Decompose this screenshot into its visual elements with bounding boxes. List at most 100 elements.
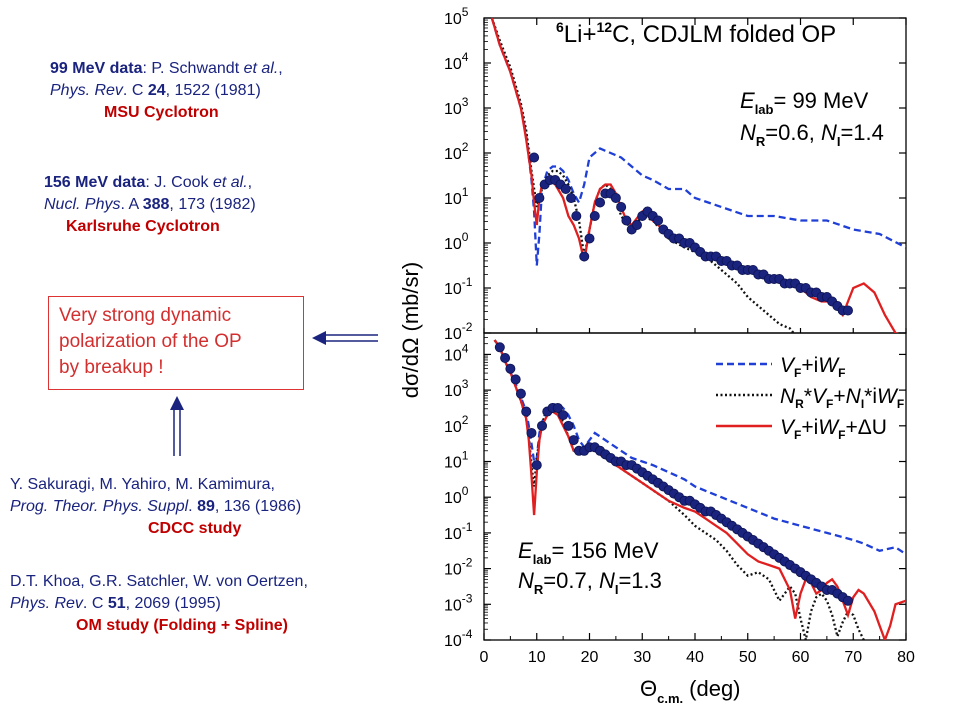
- y-tick-label: 10-3: [444, 591, 473, 614]
- ref-99mev: 99 MeV data: P. Schwandt et al., Phys. R…: [50, 58, 283, 124]
- x-tick-label-80: 80: [897, 649, 915, 666]
- ref-99mev-label: 99 MeV data: [50, 60, 143, 77]
- bottom-panel-norm: NR=0.7, NI=1.3: [518, 568, 662, 597]
- ref-99mev-author: : P. Schwandt: [142, 60, 244, 77]
- data-point: [621, 215, 632, 226]
- title-li: Li+: [564, 21, 597, 48]
- ref-156mev-comma: ,: [247, 174, 253, 191]
- lg2-w: W: [877, 385, 899, 408]
- data-point: [653, 215, 664, 226]
- lg3-f: F: [794, 428, 801, 442]
- lg2-f2: F: [897, 397, 904, 411]
- ref-cdcc-pages: , 136 (1986): [214, 498, 302, 515]
- x-tick-label-70: 70: [844, 649, 862, 666]
- bottom-ni-value: =1.3: [618, 568, 661, 593]
- breakup-callout: Very strong dynamic polarization of the …: [48, 296, 304, 390]
- top-e-symbol: E: [740, 88, 755, 113]
- top-panel-frame: [483, 17, 907, 334]
- ref-156mev-journal: Nucl. Phys: [44, 196, 121, 213]
- x-label-sub: c.m.: [657, 691, 683, 706]
- x-tick-label-60: 60: [792, 649, 810, 666]
- ref-156mev-lab: Karlsruhe Cyclotron: [66, 218, 220, 235]
- callout-line-3: by breakup !: [59, 357, 164, 378]
- data-point: [558, 410, 569, 421]
- data-point: [631, 219, 642, 230]
- ref-99mev-lab: MSU Cyclotron: [104, 104, 219, 121]
- y-tick-label: 101: [444, 449, 469, 472]
- y-tick-label: 102: [444, 413, 469, 436]
- lg3-plus: +i: [801, 416, 818, 439]
- data-point: [566, 192, 577, 203]
- bottom-e-symbol: E: [518, 538, 533, 563]
- callout-line-2: polarization of the OP: [59, 331, 242, 352]
- bottom-panel-energy: Elab= 156 MeV: [518, 538, 659, 567]
- x-axis: 0 10 20 30 40 50 60 70 80: [480, 18, 915, 666]
- series-line-black-0: [490, 18, 795, 333]
- y-tick-label: 10-1: [444, 520, 473, 543]
- top-ni-symbol: N: [821, 120, 837, 145]
- lg3-v: V: [780, 416, 796, 439]
- ref-cdcc-label: CDCC study: [148, 520, 242, 537]
- y-tick-label: 105: [444, 5, 469, 28]
- lg3-du: +ΔU: [845, 416, 886, 439]
- data-point: [584, 233, 595, 244]
- data-point: [616, 201, 627, 212]
- bottom-ni-symbol: N: [599, 568, 615, 593]
- ref-156mev-volume: 388: [142, 196, 170, 213]
- lg1-w: W: [818, 354, 840, 377]
- lg2-v: V: [812, 385, 828, 408]
- legend: VF+iWF NR*VF+NI*iWF VF+iWF+ΔU: [716, 354, 904, 442]
- callout-line-1: Very strong dynamic: [59, 305, 232, 326]
- arrow-up-icon: [170, 396, 184, 456]
- ref-cdcc-authors: Y. Sakuragi, M. Yahiro, M. Kamimura,: [10, 476, 275, 493]
- data-point: [526, 427, 537, 438]
- data-point: [842, 305, 853, 316]
- ref-99mev-volume: 24: [147, 82, 166, 99]
- data-point: [552, 402, 563, 413]
- data-point: [595, 197, 606, 208]
- data-point: [568, 435, 579, 446]
- y-tick-label: 100: [444, 230, 469, 253]
- x-tick-label-30: 30: [633, 649, 651, 666]
- ref-156mev-label: 156 MeV data: [44, 174, 146, 191]
- y-tick-label: 102: [444, 140, 469, 163]
- top-e-sub: lab: [755, 102, 774, 117]
- x-label-unit: (deg): [689, 676, 740, 701]
- data-point: [510, 374, 521, 385]
- lg2-star2: *i: [864, 385, 877, 408]
- data-point: [571, 210, 582, 221]
- y-tick-label: 10-2: [444, 320, 473, 343]
- data-point: [531, 460, 542, 471]
- data-point: [563, 420, 574, 431]
- x-tick-label-20: 20: [581, 649, 599, 666]
- x-tick-label-10: 10: [528, 649, 546, 666]
- y-tick-label: 104: [444, 341, 469, 364]
- ref-om-authors: D.T. Khoa, G.R. Satchler, W. von Oertzen…: [10, 573, 308, 590]
- y-axis-label: dσ/dΩ (mb/sr): [398, 262, 423, 398]
- top-nr-symbol: N: [740, 120, 756, 145]
- ref-cdcc-journal: Prog. Theor. Phys. Suppl: [10, 498, 189, 515]
- ref-om-volume: 51: [107, 595, 126, 612]
- data-point: [589, 210, 600, 221]
- ref-99mev-pages: , 1522 (1981): [165, 82, 261, 99]
- lg2-f: F: [826, 397, 833, 411]
- top-panel-norm: NR=0.6, NI=1.4: [740, 120, 884, 149]
- data-point: [500, 352, 511, 363]
- data-point: [610, 192, 621, 203]
- ref-99mev-comma: ,: [278, 60, 283, 77]
- ref-99mev-series: . C: [122, 82, 148, 99]
- y-tick-label: 100: [444, 484, 469, 507]
- data-point: [529, 152, 540, 163]
- data-point: [560, 183, 571, 194]
- legend-label-vf-iwf-du: VF+iWF+ΔU: [780, 416, 887, 442]
- ref-156mev-pages: , 173 (1982): [169, 196, 256, 213]
- bottom-e-value: = 156 MeV: [551, 538, 658, 563]
- ref-om-journal: Phys. Rev: [10, 595, 83, 612]
- top-panel-series: [490, 18, 906, 333]
- data-point: [515, 388, 526, 399]
- top-panel-energy: Elab= 99 MeV: [740, 88, 869, 117]
- ref-cdcc-volume: 89: [197, 498, 215, 515]
- y-tick-label: 104: [444, 50, 469, 73]
- lg1-v: V: [780, 354, 796, 377]
